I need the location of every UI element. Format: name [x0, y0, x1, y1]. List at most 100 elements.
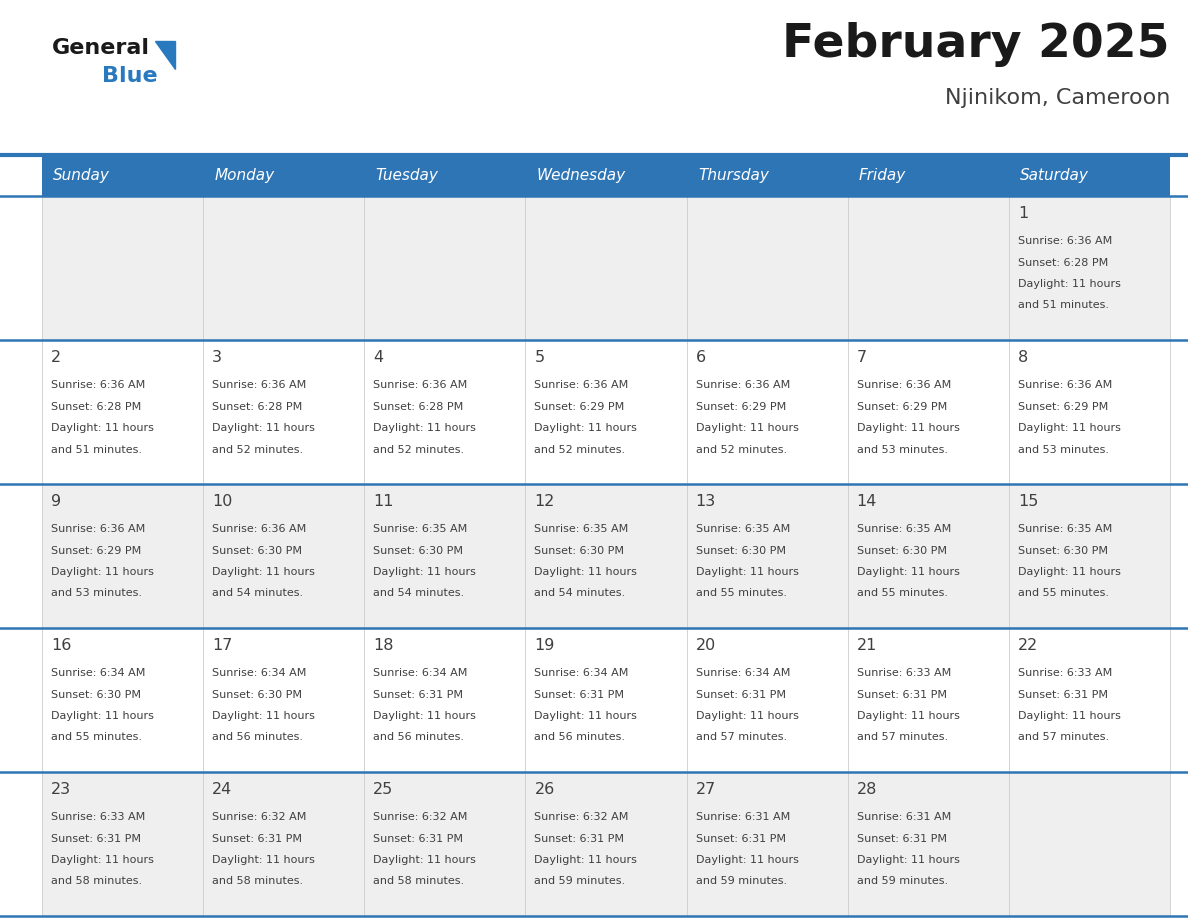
- Text: Daylight: 11 hours: Daylight: 11 hours: [1018, 279, 1120, 289]
- Text: and 51 minutes.: and 51 minutes.: [51, 444, 143, 454]
- Text: and 58 minutes.: and 58 minutes.: [213, 877, 303, 887]
- Text: Sunrise: 6:31 AM: Sunrise: 6:31 AM: [695, 812, 790, 822]
- Text: and 55 minutes.: and 55 minutes.: [51, 733, 143, 743]
- Text: 10: 10: [213, 494, 233, 509]
- Text: and 58 minutes.: and 58 minutes.: [373, 877, 465, 887]
- Text: and 59 minutes.: and 59 minutes.: [857, 877, 948, 887]
- Text: and 51 minutes.: and 51 minutes.: [1018, 300, 1108, 310]
- Text: and 52 minutes.: and 52 minutes.: [213, 444, 303, 454]
- Text: Sunset: 6:31 PM: Sunset: 6:31 PM: [535, 834, 625, 844]
- Text: 22: 22: [1018, 638, 1038, 653]
- Text: and 52 minutes.: and 52 minutes.: [695, 444, 786, 454]
- Text: 5: 5: [535, 350, 544, 365]
- Text: Sunset: 6:31 PM: Sunset: 6:31 PM: [535, 689, 625, 700]
- Text: 14: 14: [857, 494, 877, 509]
- Text: and 57 minutes.: and 57 minutes.: [1018, 733, 1108, 743]
- Text: Monday: Monday: [214, 168, 274, 183]
- Text: Sunrise: 6:34 AM: Sunrise: 6:34 AM: [213, 668, 307, 678]
- Text: Sunset: 6:31 PM: Sunset: 6:31 PM: [857, 689, 947, 700]
- Text: Daylight: 11 hours: Daylight: 11 hours: [695, 423, 798, 433]
- Text: Daylight: 11 hours: Daylight: 11 hours: [1018, 567, 1120, 577]
- Text: Friday: Friday: [859, 168, 906, 183]
- Text: Sunrise: 6:35 AM: Sunrise: 6:35 AM: [695, 524, 790, 534]
- Text: Sunrise: 6:32 AM: Sunrise: 6:32 AM: [373, 812, 468, 822]
- Text: Daylight: 11 hours: Daylight: 11 hours: [213, 855, 315, 865]
- Text: and 54 minutes.: and 54 minutes.: [535, 588, 626, 599]
- Text: Sunrise: 6:36 AM: Sunrise: 6:36 AM: [1018, 236, 1112, 246]
- Text: Daylight: 11 hours: Daylight: 11 hours: [535, 567, 637, 577]
- Text: Sunset: 6:29 PM: Sunset: 6:29 PM: [535, 401, 625, 411]
- Bar: [42, 772, 1170, 916]
- Text: 20: 20: [695, 638, 716, 653]
- Text: Sunset: 6:28 PM: Sunset: 6:28 PM: [373, 401, 463, 411]
- Text: Sunrise: 6:35 AM: Sunrise: 6:35 AM: [373, 524, 468, 534]
- Text: Sunrise: 6:35 AM: Sunrise: 6:35 AM: [1018, 524, 1112, 534]
- Text: Daylight: 11 hours: Daylight: 11 hours: [373, 711, 476, 721]
- Text: Sunrise: 6:33 AM: Sunrise: 6:33 AM: [51, 812, 145, 822]
- Text: Daylight: 11 hours: Daylight: 11 hours: [857, 567, 960, 577]
- Text: Sunrise: 6:35 AM: Sunrise: 6:35 AM: [857, 524, 950, 534]
- Text: February 2025: February 2025: [783, 22, 1170, 67]
- Text: and 53 minutes.: and 53 minutes.: [857, 444, 948, 454]
- Bar: [42, 155, 1170, 196]
- Text: Daylight: 11 hours: Daylight: 11 hours: [51, 567, 154, 577]
- Text: Sunset: 6:28 PM: Sunset: 6:28 PM: [51, 401, 141, 411]
- Text: Daylight: 11 hours: Daylight: 11 hours: [213, 567, 315, 577]
- Text: Daylight: 11 hours: Daylight: 11 hours: [51, 423, 154, 433]
- Text: Daylight: 11 hours: Daylight: 11 hours: [857, 855, 960, 865]
- Text: Sunrise: 6:34 AM: Sunrise: 6:34 AM: [695, 668, 790, 678]
- Text: Sunrise: 6:36 AM: Sunrise: 6:36 AM: [51, 524, 145, 534]
- Text: Sunset: 6:30 PM: Sunset: 6:30 PM: [213, 545, 302, 555]
- Bar: [42, 196, 1170, 340]
- Text: Sunset: 6:31 PM: Sunset: 6:31 PM: [1018, 689, 1108, 700]
- Text: Sunrise: 6:32 AM: Sunrise: 6:32 AM: [535, 812, 628, 822]
- Text: 9: 9: [51, 494, 61, 509]
- Text: Sunset: 6:29 PM: Sunset: 6:29 PM: [51, 545, 141, 555]
- Text: Njinikom, Cameroon: Njinikom, Cameroon: [944, 88, 1170, 108]
- Text: General: General: [52, 38, 150, 58]
- Text: Sunset: 6:31 PM: Sunset: 6:31 PM: [213, 834, 302, 844]
- Text: Sunrise: 6:36 AM: Sunrise: 6:36 AM: [535, 380, 628, 390]
- Text: Sunrise: 6:36 AM: Sunrise: 6:36 AM: [695, 380, 790, 390]
- Text: 19: 19: [535, 638, 555, 653]
- Text: Daylight: 11 hours: Daylight: 11 hours: [857, 423, 960, 433]
- Text: Sunset: 6:30 PM: Sunset: 6:30 PM: [695, 545, 785, 555]
- Text: Sunrise: 6:36 AM: Sunrise: 6:36 AM: [1018, 380, 1112, 390]
- Text: Sunset: 6:30 PM: Sunset: 6:30 PM: [213, 689, 302, 700]
- Text: Blue: Blue: [102, 66, 158, 86]
- Text: Daylight: 11 hours: Daylight: 11 hours: [213, 711, 315, 721]
- Text: and 54 minutes.: and 54 minutes.: [373, 588, 465, 599]
- Text: 15: 15: [1018, 494, 1038, 509]
- Text: Sunset: 6:31 PM: Sunset: 6:31 PM: [695, 689, 785, 700]
- Text: Daylight: 11 hours: Daylight: 11 hours: [535, 711, 637, 721]
- Text: 13: 13: [695, 494, 716, 509]
- Text: Sunrise: 6:36 AM: Sunrise: 6:36 AM: [857, 380, 950, 390]
- Text: and 52 minutes.: and 52 minutes.: [535, 444, 626, 454]
- Text: 12: 12: [535, 494, 555, 509]
- Text: Daylight: 11 hours: Daylight: 11 hours: [695, 711, 798, 721]
- Text: and 55 minutes.: and 55 minutes.: [1018, 588, 1108, 599]
- Text: 24: 24: [213, 782, 233, 797]
- Text: Sunset: 6:31 PM: Sunset: 6:31 PM: [857, 834, 947, 844]
- Text: Sunrise: 6:35 AM: Sunrise: 6:35 AM: [535, 524, 628, 534]
- Text: 17: 17: [213, 638, 233, 653]
- Text: and 55 minutes.: and 55 minutes.: [857, 588, 948, 599]
- Text: 27: 27: [695, 782, 716, 797]
- Text: Sunset: 6:30 PM: Sunset: 6:30 PM: [535, 545, 625, 555]
- Text: and 55 minutes.: and 55 minutes.: [695, 588, 786, 599]
- Text: Sunrise: 6:33 AM: Sunrise: 6:33 AM: [1018, 668, 1112, 678]
- Text: and 58 minutes.: and 58 minutes.: [51, 877, 143, 887]
- Text: 7: 7: [857, 350, 867, 365]
- Text: and 56 minutes.: and 56 minutes.: [535, 733, 625, 743]
- Text: and 56 minutes.: and 56 minutes.: [373, 733, 465, 743]
- Text: Sunset: 6:29 PM: Sunset: 6:29 PM: [1018, 401, 1108, 411]
- Text: Sunset: 6:30 PM: Sunset: 6:30 PM: [373, 545, 463, 555]
- Text: Sunset: 6:31 PM: Sunset: 6:31 PM: [373, 689, 463, 700]
- Text: 21: 21: [857, 638, 877, 653]
- Text: and 59 minutes.: and 59 minutes.: [535, 877, 626, 887]
- Text: 26: 26: [535, 782, 555, 797]
- Text: Sunset: 6:31 PM: Sunset: 6:31 PM: [695, 834, 785, 844]
- Text: 16: 16: [51, 638, 71, 653]
- Text: Sunset: 6:31 PM: Sunset: 6:31 PM: [373, 834, 463, 844]
- Text: Sunrise: 6:34 AM: Sunrise: 6:34 AM: [535, 668, 628, 678]
